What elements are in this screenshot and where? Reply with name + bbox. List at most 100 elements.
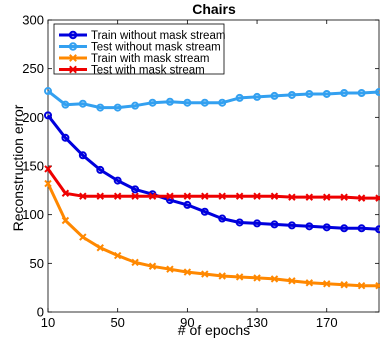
data-point (183, 192, 192, 200)
data-point (61, 100, 70, 109)
y-axis-label: Reconstruction error (10, 104, 26, 231)
data-point (323, 280, 331, 288)
data-point (218, 192, 226, 200)
data-point (148, 262, 157, 270)
series-4 (44, 165, 380, 202)
y-tick-label: 200 (22, 110, 44, 125)
data-point (218, 214, 227, 223)
data-point (323, 193, 331, 201)
data-point (44, 165, 52, 173)
y-tick-label: 300 (22, 13, 44, 28)
data-point (235, 192, 244, 200)
data-point (79, 233, 87, 241)
y-tick-label: 100 (22, 207, 44, 222)
legend-item: Test with mask stream (59, 65, 205, 77)
data-point (253, 192, 261, 200)
data-point (61, 133, 70, 142)
data-point (166, 265, 174, 273)
legend-item: Test without mask stream (59, 42, 221, 54)
legend-item: Train with mask stream (59, 53, 209, 65)
data-point (322, 89, 331, 98)
data-point (131, 101, 140, 110)
data-point (78, 151, 87, 160)
x-axis-label: # of epochs (178, 322, 250, 338)
data-point (270, 220, 279, 229)
series-line (46, 168, 379, 200)
data-point (44, 87, 52, 96)
data-point (69, 65, 77, 74)
data-point (305, 89, 314, 98)
data-point (113, 251, 122, 260)
data-point (235, 93, 244, 102)
data-point (44, 179, 52, 188)
x-tick-label: 10 (41, 315, 55, 330)
data-point (69, 54, 77, 62)
data-point (61, 189, 70, 197)
data-point (96, 192, 104, 200)
legend-label: Test with mask stream (91, 65, 205, 77)
data-point (375, 282, 380, 290)
data-point (78, 99, 87, 108)
data-point (148, 192, 157, 200)
data-point (201, 192, 209, 200)
y-axis: 0 50 100 150 200 250 300 (22, 13, 379, 320)
data-point (183, 98, 192, 107)
data-point (253, 92, 262, 101)
data-point (131, 185, 140, 194)
x-tick-label: 130 (246, 315, 268, 330)
data-point (235, 218, 244, 227)
data-point (340, 281, 348, 289)
x-tick-label: 50 (110, 315, 124, 330)
data-point (218, 272, 226, 280)
data-point (183, 200, 192, 209)
data-point (61, 216, 70, 225)
y-tick-label: 0 (37, 305, 44, 320)
series-layer (44, 87, 380, 290)
data-point (340, 193, 348, 201)
data-point (68, 30, 78, 40)
data-point (148, 98, 157, 107)
data-point (113, 176, 122, 185)
data-point (96, 103, 105, 112)
data-point (287, 221, 296, 230)
data-point (288, 277, 296, 285)
data-point (305, 222, 314, 231)
y-tick-label: 50 (30, 256, 44, 271)
data-point (113, 192, 122, 200)
legend-item: Train without mask stream (59, 30, 225, 42)
data-point (322, 223, 331, 232)
data-point (357, 194, 366, 202)
data-point (200, 98, 209, 107)
legend-label: Train without mask stream (91, 30, 225, 42)
data-point (340, 224, 349, 233)
data-point (113, 103, 122, 112)
data-point (200, 207, 209, 216)
data-point (305, 279, 314, 287)
data-point (270, 91, 279, 100)
data-point (357, 282, 366, 290)
x-tick-label: 90 (180, 315, 194, 330)
data-point (131, 258, 139, 267)
data-point (375, 194, 380, 202)
legend-label: Test without mask stream (91, 42, 221, 54)
data-point (253, 274, 261, 282)
legend-label: Train with mask stream (91, 53, 209, 65)
data-point (270, 275, 279, 283)
series-3 (44, 179, 380, 290)
chart-title: Chairs (192, 1, 236, 17)
x-axis: 10 50 90 130 170 (41, 20, 338, 330)
data-point (305, 193, 314, 201)
data-point (340, 89, 349, 97)
data-point (96, 244, 104, 252)
x-tick-label: 170 (316, 315, 338, 330)
data-point (79, 192, 87, 200)
data-point (287, 90, 296, 99)
y-tick-label: 250 (22, 61, 44, 76)
data-point (357, 224, 366, 233)
data-point (183, 268, 192, 276)
data-point (218, 98, 227, 107)
series-2 (44, 87, 380, 112)
data-point (131, 192, 139, 200)
